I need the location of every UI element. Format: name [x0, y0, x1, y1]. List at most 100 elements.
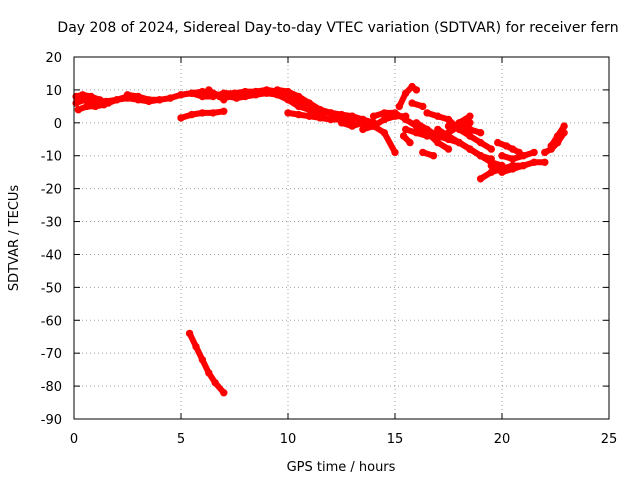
data-point [476, 152, 485, 160]
data-point [444, 129, 453, 137]
data-point [273, 86, 281, 94]
data-point [530, 158, 538, 167]
data-point [402, 125, 410, 134]
data-point [155, 96, 164, 104]
y-tick-label: -10 [41, 150, 62, 165]
data-point [466, 125, 474, 134]
data-point [487, 161, 495, 170]
series-track-4 [123, 91, 164, 104]
data-point [455, 119, 463, 127]
data-point [412, 86, 421, 94]
data-point [434, 125, 442, 134]
data-point [192, 342, 200, 351]
x-axis-title: GPS time / hours [287, 460, 396, 475]
data-point [444, 115, 453, 124]
data-point [466, 145, 474, 153]
data-point [305, 112, 314, 120]
data-point [391, 148, 399, 157]
data-point [198, 356, 207, 364]
data-point [509, 145, 517, 153]
series-line [499, 149, 538, 162]
y-tick-label: -70 [41, 347, 62, 362]
series-track-28 [498, 148, 538, 163]
data-point [177, 91, 185, 99]
series-track-26 [487, 161, 528, 176]
data-point [316, 114, 324, 122]
y-tick-labels: 20 10 0 -10 -20 -30 -40 -50 -60 -70 -80 -90 [41, 51, 62, 428]
data-point [337, 119, 346, 127]
data-point [466, 112, 474, 120]
data-point [113, 96, 121, 104]
data-point [295, 92, 303, 101]
data-point [295, 110, 303, 119]
series-track-19 [419, 148, 438, 160]
data-point [380, 129, 388, 137]
data-point [402, 115, 410, 124]
data-point [487, 145, 495, 153]
series-track-14 [395, 82, 421, 111]
series-track-15 [399, 132, 414, 147]
y-tick-label: 20 [45, 51, 62, 66]
data-point [295, 102, 303, 111]
data-point [419, 148, 427, 157]
data-point [476, 138, 485, 147]
y-tick-label: -30 [41, 216, 62, 231]
series-track-6 [177, 107, 228, 122]
data-point [391, 109, 399, 117]
data-point [502, 142, 510, 150]
data-point [498, 152, 506, 160]
data-point [359, 119, 367, 127]
series-line [124, 91, 163, 103]
data-point [166, 94, 175, 102]
x-tick-label: 25 [601, 432, 618, 447]
data-point [412, 119, 421, 127]
data-point [444, 145, 453, 153]
y-tick-label: -60 [41, 314, 62, 329]
data-point [284, 109, 292, 117]
data-point [284, 87, 292, 96]
data-point [402, 89, 410, 97]
data-point [399, 132, 408, 140]
data-point [284, 96, 292, 104]
data-point [305, 99, 314, 107]
y-tick-label: 0 [54, 117, 62, 132]
data-point [530, 148, 538, 157]
series-track-27 [494, 138, 523, 157]
x-tick-label: 20 [494, 432, 511, 447]
series-track-30 [547, 122, 568, 150]
data-point [145, 96, 153, 104]
data-point [369, 112, 378, 120]
data-point [78, 91, 87, 99]
data-point [423, 125, 431, 134]
data-point [327, 109, 335, 117]
y-tick-label: -40 [41, 248, 62, 263]
data-point [509, 165, 517, 173]
series-track-7 [205, 86, 228, 104]
data-point [476, 129, 485, 137]
data-point [205, 369, 213, 377]
data-point [252, 91, 260, 99]
series-track-3 [74, 101, 108, 114]
series-line [488, 162, 527, 176]
data-point [209, 109, 217, 117]
data-point [327, 115, 335, 124]
y-axis-title: SDTVAR / TECUs [7, 185, 22, 292]
data-point [434, 112, 442, 120]
data-point [429, 152, 438, 160]
data-point [91, 102, 100, 111]
data-point [466, 132, 474, 140]
data-point [220, 107, 228, 116]
data-point [419, 102, 427, 111]
data-point [476, 175, 485, 183]
data-point [406, 138, 414, 147]
series-track-31 [185, 329, 228, 397]
x-tick-label: 0 [70, 432, 78, 447]
y-tick-label: -90 [41, 413, 62, 428]
data-point [541, 148, 549, 157]
y-tick-label: -80 [41, 380, 62, 395]
data-point [547, 142, 555, 150]
data-point [211, 379, 219, 387]
data-point [262, 89, 271, 97]
data-point [185, 329, 194, 338]
data-point [359, 125, 367, 134]
